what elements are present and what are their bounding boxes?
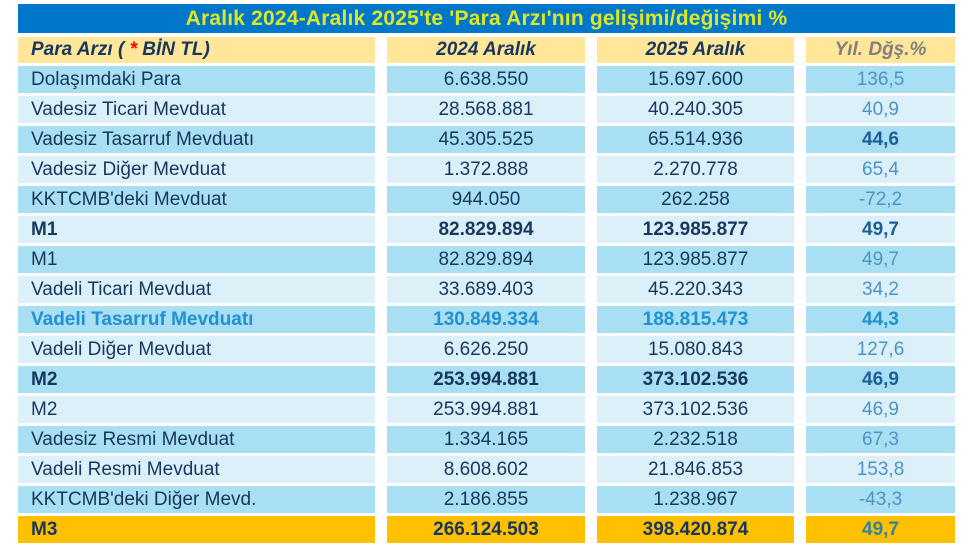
table-row: Vadeli Diğer Mevduat 6.626.250 15.080.84… — [18, 336, 955, 363]
value-2025: 398.420.874 — [597, 516, 794, 543]
title-bar: Aralık 2024-Aralık 2025'te 'Para Arzı'nı… — [18, 4, 955, 33]
page-title: Aralık 2024-Aralık 2025'te 'Para Arzı'nı… — [185, 7, 788, 30]
value-2024: 2.186.855 — [387, 486, 585, 513]
value-2025: 2.232.518 — [597, 426, 794, 453]
table-row: Dolaşımdaki Para 6.638.550 15.697.600 13… — [18, 66, 955, 93]
asterisk-marker: * — [129, 39, 137, 60]
value-pct-change: 44,3 — [806, 306, 955, 333]
value-2024: 28.568.881 — [387, 96, 585, 123]
table-header-row: Para Arzı ( * BİN TL) 2024 Aralık 2025 A… — [18, 37, 955, 63]
value-pct-change: 34,2 — [806, 276, 955, 303]
value-2025: 40.240.305 — [597, 96, 794, 123]
table-row: KKTCMB'deki Mevduat 944.050 262.258 -72,… — [18, 186, 955, 213]
value-2025: 1.238.967 — [597, 486, 794, 513]
table-row: Vadesiz Diğer Mevduat 1.372.888 2.270.77… — [18, 156, 955, 183]
value-2024: 253.994.881 — [387, 366, 585, 393]
value-2025: 373.102.536 — [597, 366, 794, 393]
table-row: Vadesiz Tasarruf Mevduatı 45.305.525 65.… — [18, 126, 955, 153]
table-row: M2 253.994.881 373.102.536 46,9 — [18, 396, 955, 423]
column-header-2025-aralik: 2025 Aralık — [597, 37, 794, 63]
value-2025: 65.514.936 — [597, 126, 794, 153]
row-label: Vadeli Diğer Mevduat — [18, 336, 375, 363]
table-row: M3 266.124.503 398.420.874 49,7 — [18, 516, 955, 543]
value-pct-change: 67,3 — [806, 426, 955, 453]
value-pct-change: 49,7 — [806, 216, 955, 243]
value-pct-change: -72,2 — [806, 186, 955, 213]
column-header-yil-dgs: Yıl. Dğş.% — [806, 37, 955, 63]
row-label: Dolaşımdaki Para — [18, 66, 375, 93]
value-2024: 1.372.888 — [387, 156, 585, 183]
value-2025: 45.220.343 — [597, 276, 794, 303]
value-2025: 21.846.853 — [597, 456, 794, 483]
row-label: M2 — [18, 396, 375, 423]
value-pct-change: 153,8 — [806, 456, 955, 483]
table-body: Dolaşımdaki Para 6.638.550 15.697.600 13… — [18, 66, 955, 543]
table-row: Vadesiz Resmi Mevduat 1.334.165 2.232.51… — [18, 426, 955, 453]
value-2024: 130.849.334 — [387, 306, 585, 333]
value-pct-change: 44,6 — [806, 126, 955, 153]
value-pct-change: 136,5 — [806, 66, 955, 93]
money-supply-table: Para Arzı ( * BİN TL) 2024 Aralık 2025 A… — [18, 37, 955, 543]
table-row: Vadeli Ticari Mevduat 33.689.403 45.220.… — [18, 276, 955, 303]
row-label: KKTCMB'deki Mevduat — [18, 186, 375, 213]
table-row: M1 82.829.894 123.985.877 49,7 — [18, 246, 955, 273]
row-label: M2 — [18, 366, 375, 393]
header-col1-suffix: BİN TL) — [136, 39, 210, 60]
value-pct-change: 49,7 — [806, 516, 955, 543]
value-2024: 6.638.550 — [387, 66, 585, 93]
table-row: Vadeli Resmi Mevduat 8.608.602 21.846.85… — [18, 456, 955, 483]
row-label: Vadesiz Ticari Mevduat — [18, 96, 375, 123]
value-2025: 15.080.843 — [597, 336, 794, 363]
value-pct-change: 127,6 — [806, 336, 955, 363]
table-row: Vadesiz Ticari Mevduat 28.568.881 40.240… — [18, 96, 955, 123]
row-label: Vadesiz Tasarruf Mevduatı — [18, 126, 375, 153]
value-pct-change: 46,9 — [806, 366, 955, 393]
value-pct-change: -43,3 — [806, 486, 955, 513]
value-2024: 6.626.250 — [387, 336, 585, 363]
value-2024: 8.608.602 — [387, 456, 585, 483]
value-2024: 266.124.503 — [387, 516, 585, 543]
value-2025: 15.697.600 — [597, 66, 794, 93]
value-pct-change: 49,7 — [806, 246, 955, 273]
row-label: M1 — [18, 246, 375, 273]
value-2024: 82.829.894 — [387, 216, 585, 243]
money-supply-slide: Aralık 2024-Aralık 2025'te 'Para Arzı'nı… — [0, 4, 971, 551]
row-label: KKTCMB'deki Diğer Mevd. — [18, 486, 375, 513]
value-2025: 123.985.877 — [597, 216, 794, 243]
value-2024: 82.829.894 — [387, 246, 585, 273]
column-header-2024-aralik: 2024 Aralık — [387, 37, 585, 63]
value-pct-change: 65,4 — [806, 156, 955, 183]
row-label: Vadesiz Diğer Mevduat — [18, 156, 375, 183]
row-label: Vadeli Resmi Mevduat — [18, 456, 375, 483]
table-row: Vadeli Tasarruf Mevduatı 130.849.334 188… — [18, 306, 955, 333]
table-row: M2 253.994.881 373.102.536 46,9 — [18, 366, 955, 393]
column-header-para-arzi: Para Arzı ( * BİN TL) — [18, 37, 375, 63]
row-label: M1 — [18, 216, 375, 243]
value-2024: 33.689.403 — [387, 276, 585, 303]
value-2024: 45.305.525 — [387, 126, 585, 153]
value-2024: 1.334.165 — [387, 426, 585, 453]
row-label: M3 — [18, 516, 375, 543]
value-2024: 944.050 — [387, 186, 585, 213]
value-2025: 262.258 — [597, 186, 794, 213]
value-pct-change: 40,9 — [806, 96, 955, 123]
value-2025: 123.985.877 — [597, 246, 794, 273]
table-row: KKTCMB'deki Diğer Mevd. 2.186.855 1.238.… — [18, 486, 955, 513]
header-col1-prefix: Para Arzı ( — [31, 39, 130, 60]
table-row: M1 82.829.894 123.985.877 49,7 — [18, 216, 955, 243]
value-2024: 253.994.881 — [387, 396, 585, 423]
value-2025: 188.815.473 — [597, 306, 794, 333]
value-2025: 2.270.778 — [597, 156, 794, 183]
row-label: Vadeli Ticari Mevduat — [18, 276, 375, 303]
row-label: Vadesiz Resmi Mevduat — [18, 426, 375, 453]
value-2025: 373.102.536 — [597, 396, 794, 423]
row-label: Vadeli Tasarruf Mevduatı — [18, 306, 375, 333]
value-pct-change: 46,9 — [806, 396, 955, 423]
